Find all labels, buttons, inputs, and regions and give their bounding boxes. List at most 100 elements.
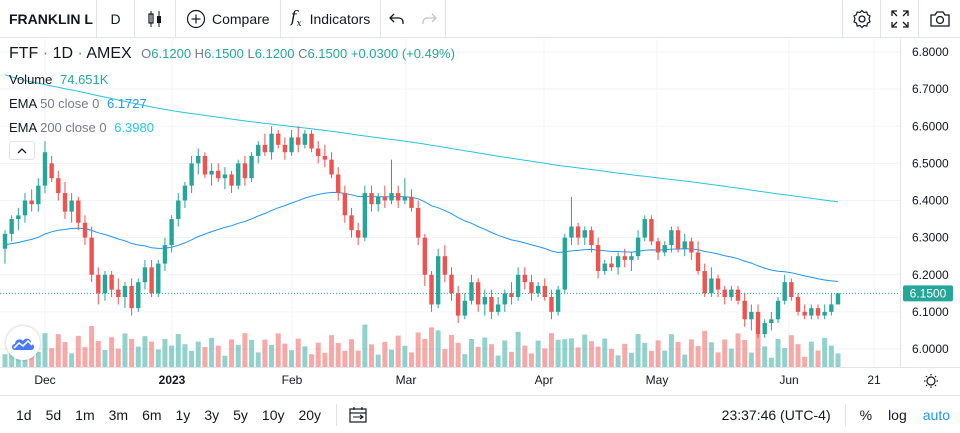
range-10y[interactable]: 10y <box>261 406 285 423</box>
volume-bar <box>2 354 8 367</box>
chart-type-button[interactable] <box>135 0 176 38</box>
volume-bar <box>42 333 48 367</box>
candle <box>262 144 268 153</box>
change-value: +0.0300 (+0.49%) <box>350 46 455 61</box>
volume-bar <box>535 340 541 367</box>
range-3y[interactable]: 3y <box>204 406 220 423</box>
candle <box>749 311 754 320</box>
volume-bar <box>315 342 321 367</box>
compare-button[interactable]: Compare <box>176 0 281 38</box>
candle <box>2 233 8 249</box>
candle <box>482 297 488 305</box>
indicators-button[interactable]: fx Indicators <box>281 0 382 38</box>
volume-bar <box>55 334 61 367</box>
candle <box>489 297 494 312</box>
volume-bar <box>528 353 534 367</box>
candle <box>342 193 348 216</box>
candle <box>735 289 741 301</box>
candle <box>589 230 594 246</box>
tradingview-logo[interactable] <box>6 326 40 360</box>
candle <box>222 174 228 179</box>
range-5d[interactable]: 5d <box>45 406 62 423</box>
time-axis-settings[interactable] <box>924 374 938 388</box>
range-1y[interactable]: 1y <box>175 406 191 423</box>
candle <box>236 163 241 186</box>
range-5y[interactable]: 5y <box>233 406 248 423</box>
volume-bar <box>615 355 621 367</box>
legend-ema50[interactable]: EMA 50 close 0 6.1727 <box>9 96 147 111</box>
candle <box>389 193 394 201</box>
candle <box>455 293 461 316</box>
range-6m[interactable]: 6m <box>142 406 162 423</box>
volume-value: 74.651K <box>60 72 109 87</box>
range-3m[interactable]: 3m <box>108 406 129 423</box>
legend-ema200[interactable]: EMA 200 close 0 6.3980 <box>9 120 154 135</box>
candle <box>509 293 514 298</box>
legend-volume[interactable]: Volume 74.651K <box>9 72 109 87</box>
symbol-search[interactable]: FRANKLIN L <box>0 0 97 38</box>
redo-icon <box>422 13 438 24</box>
candle <box>742 300 747 320</box>
fullscreen-button[interactable] <box>880 0 918 38</box>
range-1d[interactable]: 1d <box>16 406 32 423</box>
log-toggle[interactable]: log <box>888 406 907 423</box>
candle <box>809 308 814 316</box>
redo-button[interactable] <box>413 0 447 38</box>
legend-ticker[interactable]: FTF <box>9 45 39 62</box>
settings-button[interactable] <box>842 0 880 38</box>
price-axis[interactable]: 6.8000 6.7000 6.6000 6.5000 6.4000 6.3000 6.20… <box>912 45 949 356</box>
auto-toggle[interactable]: auto <box>922 406 950 423</box>
candle <box>355 230 361 238</box>
volume-bar <box>742 340 748 367</box>
undo-icon <box>389 13 404 24</box>
volume-bar <box>275 333 281 367</box>
volume-bar <box>355 350 361 367</box>
time-axis[interactable]: Dec 2023 Feb Mar Apr May Jun 21 <box>34 373 881 387</box>
function-icon: fx <box>290 7 302 30</box>
volume-bar <box>195 341 201 367</box>
candle <box>549 297 554 312</box>
volume-bar <box>542 348 548 367</box>
low-value: 6.1200 <box>254 46 295 61</box>
volume-bar <box>209 337 215 367</box>
volume-bar <box>648 350 654 367</box>
volume-bar <box>515 331 521 367</box>
volume-bar <box>382 341 388 367</box>
candle <box>655 241 661 253</box>
legend-collapse-button[interactable] <box>9 141 35 160</box>
range-20y[interactable]: 20y <box>298 406 322 423</box>
screenshot-button[interactable] <box>918 0 960 38</box>
volume-bar <box>722 339 728 367</box>
volume-bar <box>762 346 768 367</box>
camera-icon <box>929 10 950 27</box>
candle <box>369 193 374 205</box>
candle <box>22 200 28 216</box>
price-chart[interactable]: 6.8000 6.7000 6.6000 6.5000 6.4000 6.3000 6.20… <box>0 39 960 395</box>
candle <box>336 174 341 194</box>
volume-bar <box>568 338 574 367</box>
volume-bar <box>162 339 168 367</box>
legend-main: FTF · 1D · AMEX O6.1200 H6.1500 L6.1200 … <box>9 45 455 62</box>
clock[interactable]: 23:37:46 (UTC-4) <box>721 406 831 423</box>
candle <box>29 200 34 205</box>
volume-bar <box>15 352 21 367</box>
interval-button[interactable]: D <box>97 0 135 38</box>
candle <box>562 237 567 290</box>
range-1m[interactable]: 1m <box>75 406 95 423</box>
separator <box>336 403 338 426</box>
undo-button[interactable] <box>381 0 413 38</box>
candle <box>462 300 468 316</box>
volume-bar <box>282 343 288 367</box>
date-range-button[interactable] <box>345 406 371 423</box>
candle <box>169 219 174 246</box>
candle <box>162 245 168 264</box>
candle <box>76 200 81 223</box>
candle <box>395 193 401 201</box>
percent-toggle[interactable]: % <box>859 406 873 423</box>
candle <box>522 274 527 283</box>
volume-bar <box>189 350 195 367</box>
candle <box>202 155 208 175</box>
candle <box>69 200 74 212</box>
candle <box>49 163 54 179</box>
candles-icon <box>148 10 161 27</box>
